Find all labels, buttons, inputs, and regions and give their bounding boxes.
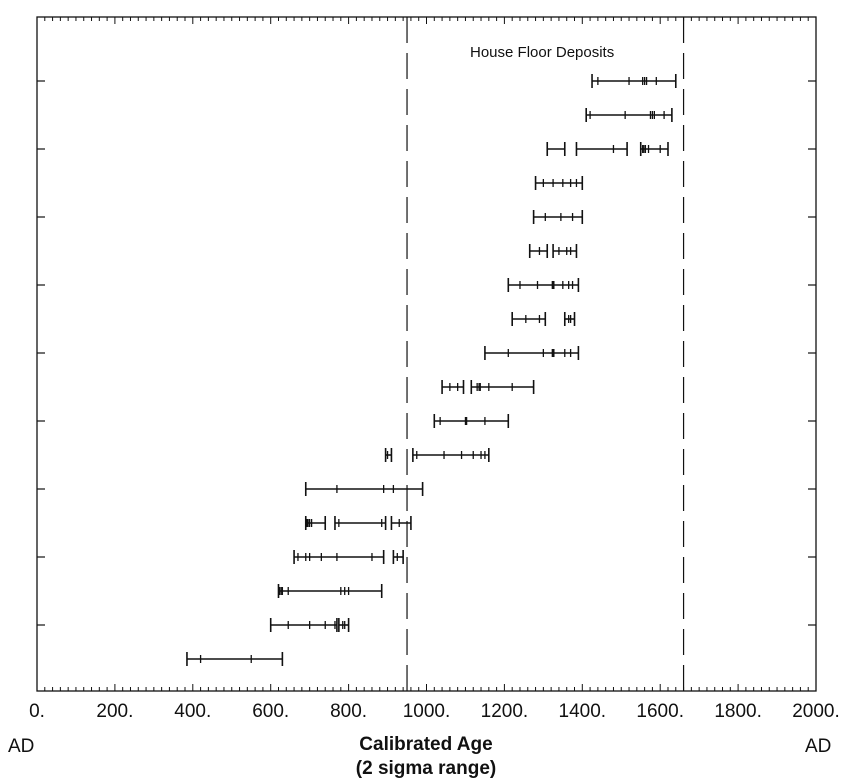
- range-row: [186, 652, 284, 666]
- range-row: [269, 618, 350, 632]
- reference-lines: [406, 17, 685, 691]
- x-end-label-left: AD: [8, 736, 34, 757]
- x-tick-labels: 0. 200. 400. 600. 800. 1000. 1200. 1400. 1600. 18…: [29, 701, 840, 722]
- minor-ticks: [36, 17, 817, 691]
- x-tick-label: 600.: [252, 701, 289, 722]
- range-row: [433, 414, 510, 428]
- x-axis-sublabel: (2 sigma range): [356, 758, 496, 779]
- annotation-house-floor-deposits: House Floor Deposits: [470, 44, 614, 61]
- range-row: [293, 550, 404, 564]
- x-tick-label: 200.: [96, 701, 133, 722]
- range-row: [384, 448, 490, 462]
- y-ticks: [37, 80, 816, 626]
- plot-frame: [36, 16, 817, 692]
- range-row: [441, 380, 535, 394]
- x-tick-label: 2000.: [792, 701, 840, 722]
- series-group: [186, 74, 677, 666]
- range-row: [585, 108, 673, 122]
- range-row: [532, 210, 584, 224]
- range-row: [528, 244, 578, 258]
- x-tick-label: 1600.: [636, 701, 684, 722]
- x-tick-label: 1800.: [714, 701, 762, 722]
- range-row: [304, 482, 424, 496]
- x-end-label-right: AD: [805, 736, 831, 757]
- range-row: [304, 516, 412, 530]
- x-tick-label: 1400.: [559, 701, 607, 722]
- range-row: [484, 346, 580, 360]
- x-tick-label: 1000.: [403, 701, 451, 722]
- x-tick-label: 400.: [174, 701, 211, 722]
- range-row: [546, 142, 669, 156]
- range-row: [507, 278, 580, 292]
- range-row: [591, 74, 677, 88]
- x-tick-label: 0.: [29, 701, 45, 722]
- x-tick-label: 800.: [330, 701, 367, 722]
- x-axis-label: Calibrated Age: [359, 734, 492, 755]
- range-row: [277, 584, 383, 598]
- range-row: [511, 312, 576, 326]
- x-tick-label: 1200.: [481, 701, 529, 722]
- range-row: [534, 176, 584, 190]
